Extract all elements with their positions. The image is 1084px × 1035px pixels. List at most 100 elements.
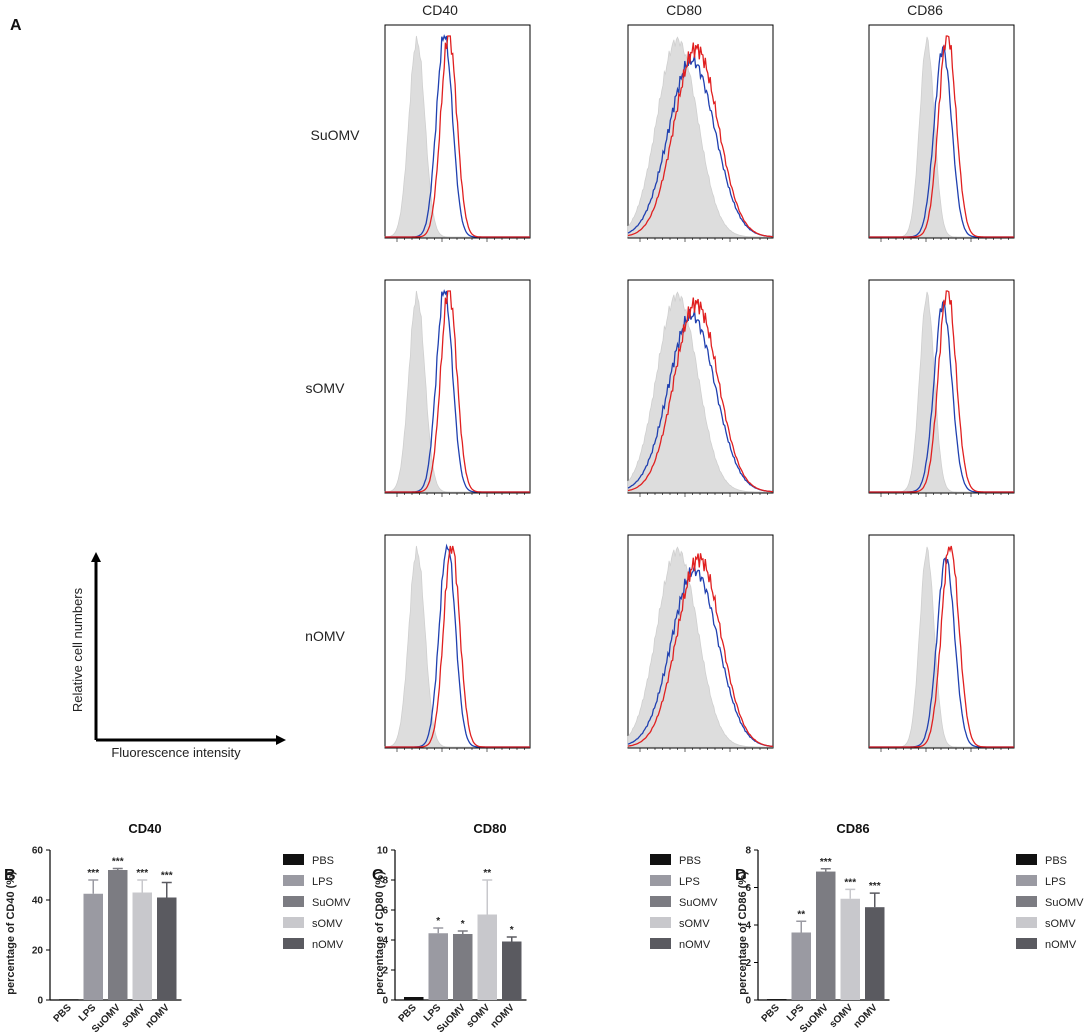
bar-nomv — [157, 897, 177, 1000]
chart-title: CD80 — [473, 821, 506, 836]
legend-swatch — [1016, 896, 1037, 907]
category-label: PBS — [52, 1002, 75, 1025]
significance-label: *** — [869, 881, 881, 892]
red-histogram-line — [627, 297, 773, 493]
significance-label: *** — [87, 868, 99, 879]
blue-histogram-line — [627, 564, 774, 748]
histogram-cd80-nomv — [627, 534, 774, 752]
category-label: LPS — [785, 1002, 807, 1024]
column-header-cd40: CD40 — [422, 2, 458, 18]
y-tick-label: 2 — [382, 966, 388, 977]
axis-key: Relative cell numbers Fluorescence inten… — [70, 552, 286, 760]
legend-swatch — [1016, 917, 1037, 928]
significance-label: *** — [844, 877, 856, 888]
bar-suomv — [108, 870, 128, 1000]
significance-label: *** — [136, 868, 148, 879]
bar-chart-cd40: CD40 percentage of CD40 (%) 0 20 40 60 PBS *** L… — [5, 821, 351, 1035]
y-tick-label: 8 — [382, 876, 388, 887]
legend-swatch — [283, 875, 304, 886]
legend-label: sOMV — [1045, 918, 1076, 930]
legend-label: SuOMV — [679, 897, 718, 909]
category-label: LPS — [422, 1002, 444, 1024]
legend-label: nOMV — [312, 939, 344, 951]
panel-label-a: A — [10, 17, 22, 34]
legend-swatch — [650, 896, 671, 907]
legend-swatch — [1016, 854, 1037, 865]
significance-label: * — [436, 916, 440, 927]
legend-swatch — [283, 938, 304, 949]
chart-title: CD86 — [836, 821, 869, 836]
panel-label-d: D — [735, 867, 747, 884]
bar-chart-cd86: CD86 percentage of CD86 (%)0 2 4 6 8 PBS ** LPS *… — [737, 821, 1084, 1035]
chart-title: CD40 — [128, 821, 161, 836]
blue-histogram-line — [627, 53, 774, 238]
red-histogram-line — [869, 290, 1014, 493]
y-axis-label: percentage of CD40 (%) — [5, 871, 17, 995]
red-histogram-line — [385, 545, 530, 748]
legend-label: LPS — [679, 876, 700, 888]
row-header-nomv: nOMV — [305, 628, 345, 644]
y-tick-label: 10 — [377, 846, 389, 857]
legend-swatch — [650, 854, 671, 865]
significance-label: ** — [797, 909, 805, 920]
bar-suomv — [816, 871, 836, 1000]
category-label: nOMV — [852, 1002, 880, 1030]
category-label: PBS — [760, 1002, 783, 1025]
control-histogram — [627, 36, 773, 238]
histogram-cd86-nomv — [868, 534, 1015, 752]
bar-somv — [132, 892, 152, 1000]
legend-swatch — [650, 917, 671, 928]
category-label: PBS — [397, 1002, 420, 1025]
histogram-cd40-suomv — [384, 24, 531, 242]
bar-nomv — [865, 907, 885, 1000]
blue-histogram-line — [627, 308, 774, 493]
legend-label: PBS — [1045, 855, 1067, 867]
histogram-cd86-suomv — [868, 24, 1015, 242]
histogram-frame — [868, 534, 1015, 749]
bar-pbs — [404, 997, 424, 1000]
legend-label: SuOMV — [1045, 897, 1084, 909]
legend-swatch — [283, 917, 304, 928]
category-label: sOMV — [828, 1002, 856, 1030]
legend: PBS LPS SuOMV sOMV nOMV — [1016, 854, 1084, 951]
category-label: nOMV — [144, 1002, 172, 1030]
row-header-somv: sOMV — [306, 380, 346, 396]
histogram-cd40-nomv — [384, 534, 531, 752]
legend-label: nOMV — [1045, 939, 1077, 951]
y-tick-label: 20 — [32, 946, 44, 957]
y-tick-label: 6 — [745, 883, 751, 894]
legend-label: sOMV — [312, 918, 343, 930]
legend-swatch — [650, 875, 671, 886]
category-label: nOMV — [489, 1002, 517, 1030]
bar-suomv — [453, 934, 473, 1000]
legend-swatch — [283, 896, 304, 907]
legend-label: SuOMV — [312, 897, 351, 909]
legend-swatch — [1016, 938, 1037, 949]
axis-key-y-label: Relative cell numbers — [70, 587, 85, 712]
histogram-cd40-somv — [384, 279, 531, 497]
bar-nomv — [502, 941, 522, 1000]
legend-swatch — [650, 938, 671, 949]
row-header-suomv: SuOMV — [310, 127, 360, 143]
bar-somv — [477, 914, 497, 1000]
y-tick-label: 8 — [745, 846, 751, 857]
category-label: sOMV — [120, 1002, 148, 1030]
significance-label: *** — [820, 857, 832, 868]
y-tick-label: 4 — [745, 921, 751, 932]
bar-lps — [791, 932, 811, 1000]
column-header-cd86: CD86 — [907, 2, 943, 18]
bar-pbs — [59, 999, 79, 1001]
legend-label: PBS — [679, 855, 701, 867]
bar-lps — [83, 893, 103, 1000]
y-tick-label: 0 — [745, 996, 751, 1007]
y-axis-label: percentage of CD86 (%) — [737, 871, 749, 995]
histogram-cd86-somv — [868, 279, 1015, 497]
category-label: LPS — [77, 1002, 99, 1024]
legend-swatch — [283, 854, 304, 865]
legend-swatch — [1016, 875, 1037, 886]
legend: PBS LPS SuOMV sOMV nOMV — [650, 854, 718, 951]
red-histogram-line — [869, 545, 1014, 748]
y-tick-label: 0 — [37, 996, 43, 1007]
